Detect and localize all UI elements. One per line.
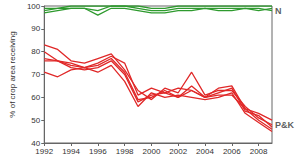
- svg-text:70: 70: [31, 70, 40, 79]
- svg-text:1994: 1994: [62, 147, 80, 156]
- svg-text:1998: 1998: [116, 147, 134, 156]
- svg-text:1992: 1992: [35, 147, 53, 156]
- svg-text:2000: 2000: [143, 147, 161, 156]
- svg-text:2002: 2002: [169, 147, 187, 156]
- svg-text:P&K: P&K: [275, 120, 295, 130]
- svg-text:2008: 2008: [250, 147, 268, 156]
- svg-text:2004: 2004: [196, 147, 214, 156]
- svg-text:90: 90: [31, 24, 40, 33]
- svg-text:1996: 1996: [89, 147, 107, 156]
- svg-text:80: 80: [31, 47, 40, 56]
- svg-text:50: 50: [31, 116, 40, 125]
- svg-text:60: 60: [31, 93, 40, 102]
- svg-text:2006: 2006: [223, 147, 241, 156]
- svg-text:100: 100: [27, 2, 41, 11]
- svg-text:40: 40: [31, 138, 41, 148]
- svg-text:N: N: [275, 6, 282, 16]
- svg-text:% of crop area receiving: % of crop area receiving: [8, 31, 17, 117]
